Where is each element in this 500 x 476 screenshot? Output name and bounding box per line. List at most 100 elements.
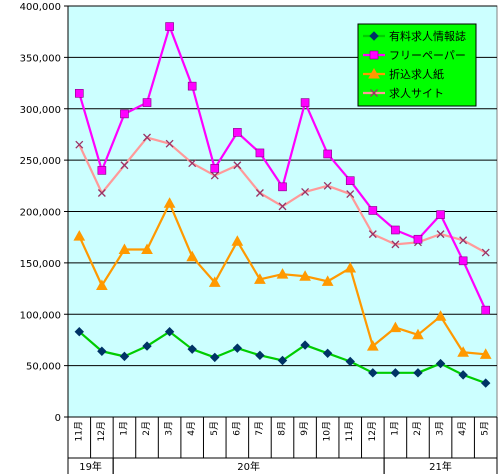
data-point — [188, 159, 197, 168]
data-point — [458, 370, 468, 380]
data-point — [118, 243, 131, 255]
x-tick-label: 12月 — [96, 421, 107, 441]
x-tick-label: 8月 — [277, 421, 288, 436]
data-point — [255, 350, 265, 361]
y-tick-label: 100,000 — [20, 310, 61, 321]
data-point — [368, 230, 377, 239]
x-tick-label: 10月 — [322, 421, 333, 441]
x-tick-label: 5月 — [480, 421, 491, 436]
data-point — [278, 202, 287, 211]
y-tick-label: 250,000 — [20, 156, 61, 167]
year-group-label: 19年 — [79, 460, 102, 473]
x-tick-label: 2月 — [412, 421, 423, 436]
data-point — [73, 230, 86, 241]
legend-item: 求人サイト — [363, 87, 444, 100]
x-tick-label: 7月 — [254, 421, 265, 436]
data-point — [210, 171, 219, 180]
data-point — [368, 368, 378, 378]
x-tick-label: 1月 — [389, 421, 400, 436]
data-point — [321, 275, 334, 286]
data-point — [233, 128, 242, 137]
x-tick-label: 3月 — [164, 421, 175, 436]
legend-label: 折込求人紙 — [389, 67, 444, 81]
data-point — [368, 67, 380, 79]
data-point — [75, 140, 84, 149]
data-point — [232, 343, 243, 353]
y-tick-label: 0 — [55, 413, 61, 424]
data-point — [142, 98, 152, 107]
y-tick-label: 150,000 — [20, 259, 61, 270]
data-point — [390, 368, 401, 378]
data-point — [369, 50, 379, 60]
data-point — [413, 234, 423, 244]
data-point — [165, 139, 174, 148]
data-point — [163, 197, 176, 208]
data-point — [97, 346, 107, 356]
legend-label: フリーペーパー — [389, 49, 466, 62]
data-point — [74, 327, 84, 337]
data-point — [277, 355, 288, 366]
x-tick-label: 11月 — [73, 421, 84, 441]
series — [73, 197, 492, 359]
legend-item: 有料求人情報誌 — [363, 29, 466, 43]
data-point — [187, 344, 197, 354]
data-point — [276, 268, 289, 279]
data-point — [233, 161, 242, 170]
y-tick-label: 400,000 — [20, 2, 61, 13]
data-point — [208, 276, 221, 287]
x-tick-label: 4月 — [457, 421, 468, 436]
data-point — [300, 340, 310, 350]
data-point — [344, 261, 357, 273]
data-point — [457, 346, 469, 357]
data-point — [458, 256, 468, 266]
data-point — [370, 89, 378, 97]
data-point — [74, 89, 84, 98]
y-tick-label: 50,000 — [26, 362, 61, 373]
series — [74, 327, 491, 388]
year-group-label: 20年 — [237, 460, 260, 473]
data-point — [142, 341, 152, 351]
data-point — [120, 109, 129, 119]
data-point — [391, 225, 400, 235]
data-point — [278, 182, 287, 192]
y-tick-label: 350,000 — [20, 53, 61, 64]
data-point — [412, 328, 424, 340]
data-point — [391, 240, 400, 249]
x-tick-label: 3月 — [435, 421, 446, 436]
data-point — [459, 236, 468, 245]
x-tick-label: 2月 — [141, 421, 152, 436]
data-point — [164, 327, 175, 337]
legend-label: 求人サイト — [389, 87, 444, 100]
data-point — [436, 230, 445, 239]
data-point — [299, 270, 311, 281]
x-tick-label: 4月 — [186, 421, 197, 436]
data-point — [254, 273, 266, 284]
legend-item: 折込求人紙 — [363, 67, 444, 81]
series-group — [73, 22, 492, 388]
data-point — [481, 378, 491, 388]
data-point — [434, 310, 447, 321]
legend-item: フリーペーパー — [363, 49, 466, 62]
x-axis: 11月 12月 1月 2月 3月 4月 5月 6月 7月 8月 9月 10月 11月 12月 1月 2月 3月 4… — [67, 416, 498, 474]
x-tick-label: 12月 — [367, 421, 378, 441]
data-point — [301, 188, 310, 196]
data-point — [165, 22, 174, 31]
data-point — [366, 340, 379, 351]
y-axis: 0 50,000 100,000 150,000 200,000 250,000 300,0… — [20, 2, 69, 424]
data-point — [300, 98, 310, 107]
data-point — [255, 189, 264, 197]
data-point — [481, 248, 490, 257]
data-point — [435, 358, 446, 369]
y-tick-label: 300,000 — [20, 105, 61, 116]
series — [74, 22, 491, 315]
data-point — [141, 243, 153, 255]
data-point — [322, 348, 333, 359]
x-tick-label: 9月 — [299, 421, 310, 436]
x-tick-label: 1月 — [118, 421, 129, 436]
data-point — [436, 210, 445, 219]
data-point — [481, 305, 491, 315]
data-point — [187, 81, 197, 91]
x-tick-label: 5月 — [209, 421, 220, 436]
data-point — [143, 133, 151, 142]
data-point — [186, 250, 199, 262]
